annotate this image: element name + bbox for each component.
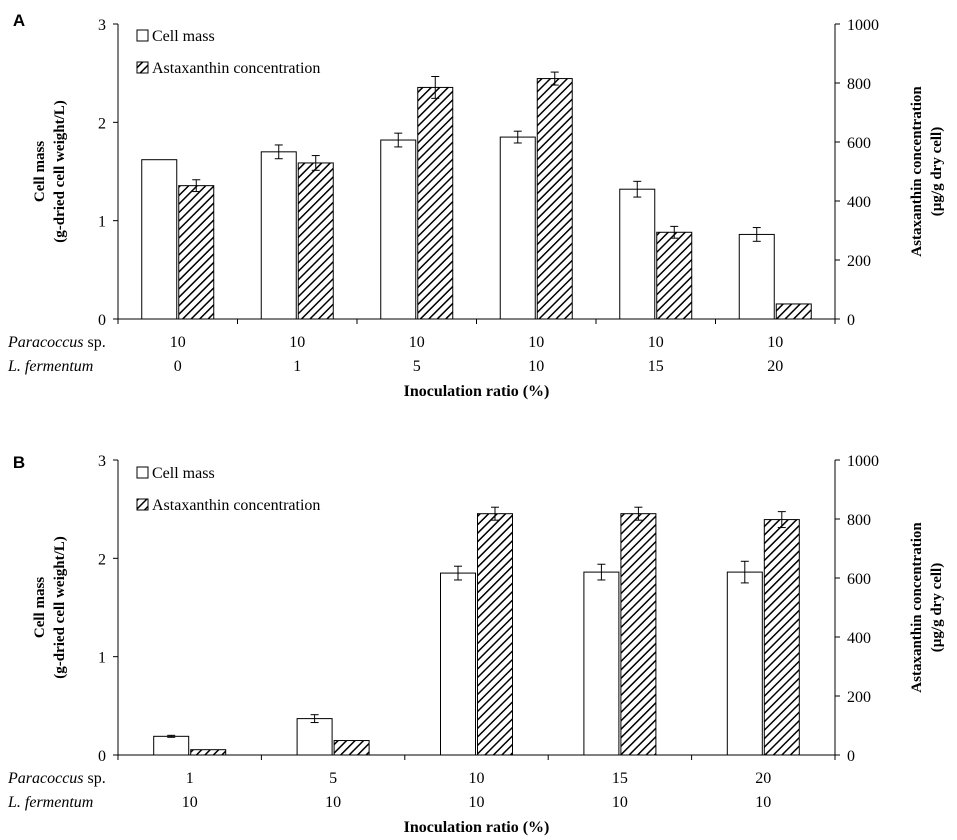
right-axis-title: Astaxanthin concentration — [909, 86, 925, 257]
bar-astaxanthin — [477, 513, 513, 756]
left-tick-label: 2 — [98, 115, 106, 132]
legend-swatch-astaxanthin — [136, 61, 149, 74]
bar-astaxanthin — [536, 78, 573, 320]
row-value: 0 — [174, 358, 182, 375]
row-value: 15 — [612, 770, 628, 787]
bar-cell-mass — [153, 735, 190, 756]
legend-label-astaxanthin: Astaxanthin concentration — [152, 497, 320, 514]
right-axis-title: (µg/g dry cell) — [929, 127, 945, 216]
bar-astaxanthin — [297, 162, 334, 320]
row-value: 1 — [186, 770, 194, 787]
left-axis-title: (g-dried cell weight/L) — [52, 536, 68, 678]
row-value: 10 — [648, 334, 664, 351]
right-axis-title: Astaxanthin concentration — [909, 522, 925, 693]
row-value: 5 — [413, 358, 421, 375]
right-tick-label: 1000 — [847, 17, 879, 34]
row-suffix: sp. — [84, 334, 106, 351]
row-value: 10 — [182, 794, 198, 811]
legend-label-cell-mass: Cell mass — [152, 465, 215, 482]
right-tick-label: 200 — [847, 689, 871, 706]
left-tick-label: 0 — [98, 748, 106, 765]
right-tick-label: 600 — [847, 571, 871, 588]
row-value: 1 — [293, 358, 301, 375]
row-suffix: sp. — [84, 770, 106, 787]
bar-astaxanthin — [178, 185, 215, 320]
row-value: 10 — [409, 334, 425, 351]
bar-astaxanthin — [656, 231, 693, 320]
row-value: 10 — [767, 334, 783, 351]
left-tick-label: 1 — [98, 650, 106, 667]
legend-swatch-cell-mass — [136, 466, 149, 479]
bar-cell-mass — [440, 572, 476, 756]
right-tick-label: 800 — [847, 76, 871, 93]
right-tick-label: 600 — [847, 135, 871, 152]
row-label: L. fermentum — [7, 794, 93, 811]
right-tick-label: 800 — [847, 512, 871, 529]
x-axis-title: Inoculation ratio (%) — [404, 383, 550, 400]
row-value: 10 — [170, 334, 186, 351]
x-axis-title: Inoculation ratio (%) — [404, 819, 550, 836]
left-axis-title: (g-dried cell weight/L) — [52, 100, 68, 242]
right-tick-label: 0 — [847, 748, 855, 765]
row-species: Paracoccus — [7, 334, 84, 351]
row-value: 20 — [755, 770, 771, 787]
bar-cell-mass — [296, 718, 333, 756]
row-value: 10 — [528, 358, 544, 375]
legend-label-cell-mass: Cell mass — [152, 28, 215, 45]
legend-swatch-cell-mass — [136, 29, 149, 42]
bar-cell-mass — [260, 151, 297, 320]
row-value: 10 — [325, 794, 341, 811]
row-value: 10 — [755, 794, 771, 811]
left-tick-label: 2 — [98, 551, 106, 568]
legend-swatch-astaxanthin — [136, 498, 149, 511]
row-value: 5 — [329, 770, 337, 787]
row-value: 10 — [469, 794, 485, 811]
bar-cell-mass — [583, 571, 620, 756]
row-value: 15 — [648, 358, 664, 375]
row-value: 10 — [469, 770, 485, 787]
bar-astaxanthin — [190, 749, 227, 756]
right-tick-label: 400 — [847, 194, 871, 211]
bar-cell-mass — [499, 136, 536, 320]
legend-label-astaxanthin: Astaxanthin concentration — [152, 60, 320, 77]
bar-astaxanthin — [417, 86, 454, 320]
bar-cell-mass — [726, 571, 763, 756]
panel-letter: A — [13, 11, 25, 30]
left-tick-label: 3 — [98, 453, 106, 470]
right-tick-label: 400 — [847, 630, 871, 647]
bar-cell-mass — [141, 159, 178, 320]
row-label: Paracoccus sp. — [7, 334, 106, 351]
left-axis-title: Cell mass — [32, 141, 48, 202]
right-tick-label: 1000 — [847, 453, 879, 470]
left-tick-label: 1 — [98, 214, 106, 231]
row-value: 10 — [289, 334, 305, 351]
left-tick-label: 0 — [98, 312, 106, 329]
row-value: 10 — [528, 334, 544, 351]
bar-cell-mass — [380, 139, 417, 320]
left-tick-label: 3 — [98, 17, 106, 34]
bar-cell-mass — [619, 188, 656, 320]
panel-letter: B — [13, 453, 25, 472]
row-label: L. fermentum — [7, 358, 93, 375]
row-species: Paracoccus — [7, 770, 84, 787]
right-tick-label: 200 — [847, 253, 871, 270]
bar-cell-mass — [738, 233, 775, 320]
bar-astaxanthin — [775, 303, 812, 320]
row-species: L. fermentum — [7, 794, 93, 811]
right-axis-title: (µg/g dry cell) — [929, 563, 945, 652]
left-axis-title: Cell mass — [32, 577, 48, 638]
bar-astaxanthin — [333, 740, 370, 756]
right-tick-label: 0 — [847, 312, 855, 329]
row-species: L. fermentum — [7, 358, 93, 375]
bar-astaxanthin — [620, 513, 657, 756]
row-value: 10 — [612, 794, 628, 811]
bar-astaxanthin — [763, 519, 800, 756]
row-value: 20 — [767, 358, 783, 375]
row-label: Paracoccus sp. — [7, 770, 106, 787]
